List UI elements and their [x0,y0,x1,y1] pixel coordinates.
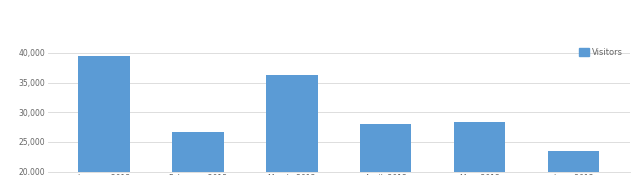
Text: Date Range: 01/01/2013 to 30/06/2013: Date Range: 01/01/2013 to 30/06/2013 [4,25,181,34]
Legend: Visitors: Visitors [576,45,625,59]
Bar [453,122,505,175]
Bar [360,124,411,175]
Bar [266,75,317,175]
Text: by Month: by Month [62,7,111,17]
Bar [172,132,224,175]
Text: Visitors Trend: Visitors Trend [4,7,85,17]
Bar [78,56,130,175]
Bar [548,151,599,175]
